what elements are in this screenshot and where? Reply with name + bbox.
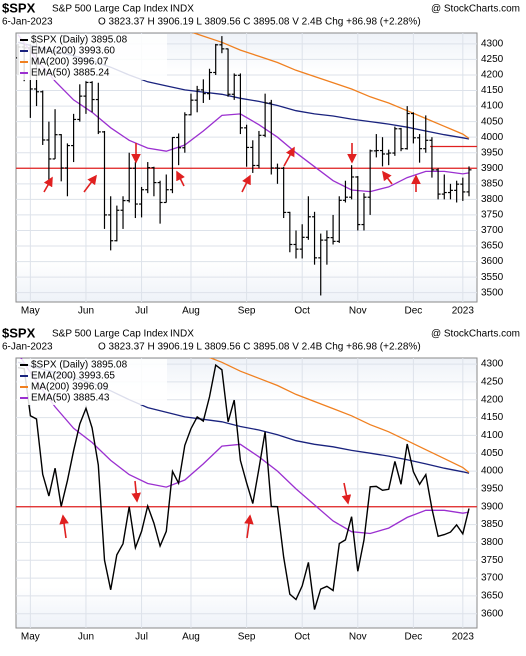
y-tick-label: 3600 xyxy=(481,608,504,619)
y-tick-label: 3850 xyxy=(481,519,504,530)
subtitle: S&P 500 Large Cap Index xyxy=(52,4,168,15)
y-tick-label: 4000 xyxy=(481,132,504,143)
x-tick-label: 2023 xyxy=(452,632,475,643)
quote: O 3823.37 H 3906.19 L 3809.56 C 3895.08 … xyxy=(98,17,421,28)
y-tick-label: 3650 xyxy=(481,241,504,252)
series-line xyxy=(17,34,470,193)
y-tick-label: 4000 xyxy=(481,466,504,477)
x-tick-label: Oct xyxy=(294,306,310,317)
legend-label: EMA(200) 3993.60 xyxy=(31,46,115,57)
y-tick-label: 3850 xyxy=(481,178,504,189)
y-tick-label: 3600 xyxy=(481,256,504,267)
x-tick-label: Nov xyxy=(349,632,367,643)
y-tick-label: 3700 xyxy=(481,573,504,584)
exchange: INDX xyxy=(170,4,194,15)
y-tick-label: 4150 xyxy=(481,85,504,96)
subtitle: S&P 500 Large Cap Index xyxy=(52,329,168,340)
x-tick-label: Nov xyxy=(349,306,367,317)
y-tick-label: 4150 xyxy=(481,412,504,423)
y-tick-label: 3900 xyxy=(481,501,504,512)
y-tick-label: 4250 xyxy=(481,54,504,65)
legend-label: EMA(200) 3993.65 xyxy=(31,371,115,382)
x-tick-label: Sep xyxy=(238,632,256,643)
y-tick-label: 3900 xyxy=(481,163,504,174)
x-tick-label: Sep xyxy=(238,306,256,317)
plot xyxy=(16,33,477,296)
legend-label: $SPX (Daily) 3895.08 xyxy=(31,360,128,371)
date: 6-Jan-2023 xyxy=(2,17,53,28)
y-tick-label: 3800 xyxy=(481,537,504,548)
y-tick-label: 4100 xyxy=(481,101,504,112)
x-tick-label: Aug xyxy=(182,632,200,643)
arrows xyxy=(43,143,421,539)
x-tick-label: Aug xyxy=(182,306,200,317)
legend-label: MA(200) 3996.09 xyxy=(31,382,109,393)
y-tick-label: 3950 xyxy=(481,484,504,495)
x-tick-label: Dec xyxy=(404,306,422,317)
x-tick-label: Jul xyxy=(135,306,148,317)
x-tick-label: Oct xyxy=(294,632,310,643)
legend-label: EMA(50) 3885.43 xyxy=(31,393,110,404)
y-tick-label: 3650 xyxy=(481,591,504,602)
x-tick-label: May xyxy=(21,632,40,643)
y-tick-label: 4200 xyxy=(481,70,504,81)
chart-title: $SPX xyxy=(2,0,36,15)
series-line xyxy=(17,363,470,610)
y-tick-label: 4050 xyxy=(481,116,504,127)
y-tick-label: 3550 xyxy=(481,272,504,283)
x-tick-label: Dec xyxy=(404,632,422,643)
x-tick-label: Jun xyxy=(78,632,94,643)
y-tick-label: 3500 xyxy=(481,287,504,298)
series-line xyxy=(208,358,470,474)
x-tick-label: 2023 xyxy=(452,306,475,317)
chart-title: $SPX xyxy=(2,325,36,340)
series-line xyxy=(192,33,470,139)
y-tick-label: 3700 xyxy=(481,225,504,236)
legend-label: $SPX (Daily) 3895.08 xyxy=(31,35,128,46)
x-tick-label: Jun xyxy=(78,306,94,317)
y-tick-label: 3750 xyxy=(481,210,504,221)
y-tick-label: 3800 xyxy=(481,194,504,205)
y-tick-label: 3750 xyxy=(481,555,504,566)
x-tick-label: May xyxy=(21,306,40,317)
y-tick-label: 4100 xyxy=(481,430,504,441)
y-tick-label: 4200 xyxy=(481,394,504,405)
exchange: INDX xyxy=(170,329,194,340)
y-tick-label: 3950 xyxy=(481,147,504,158)
y-tick-label: 4300 xyxy=(481,359,504,370)
legend-box xyxy=(17,34,167,80)
y-tick-label: 4050 xyxy=(481,448,504,459)
quote: O 3823.37 H 3906.19 L 3809.56 C 3895.08 … xyxy=(98,342,421,353)
legend-label: EMA(50) 3885.24 xyxy=(31,68,110,79)
x-tick-label: Jul xyxy=(135,632,148,643)
legend-box xyxy=(17,359,167,405)
legend-label: MA(200) 3996.07 xyxy=(31,57,109,68)
date: 6-Jan-2023 xyxy=(2,342,53,353)
y-tick-label: 4300 xyxy=(481,39,504,50)
y-tick-label: 4250 xyxy=(481,377,504,388)
source: @ StockCharts.com xyxy=(431,4,520,15)
source: @ StockCharts.com xyxy=(431,329,520,340)
